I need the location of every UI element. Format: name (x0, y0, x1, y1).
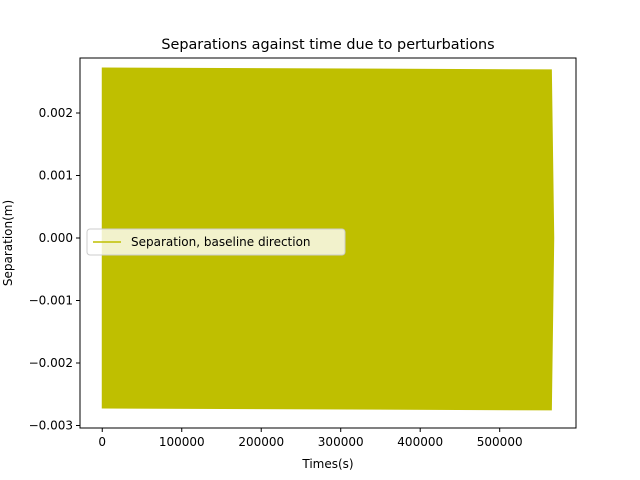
y-tick-label: −0.003 (29, 419, 73, 433)
x-tick-label: 0 (98, 435, 106, 449)
y-tick-label: 0.000 (39, 231, 73, 245)
y-tick-label: −0.001 (29, 294, 73, 308)
y-tick-label: −0.002 (29, 356, 73, 370)
x-tick-label: 500000 (477, 435, 523, 449)
x-tick-label: 300000 (318, 435, 364, 449)
y-tick-label: 0.001 (39, 169, 73, 183)
x-axis-label: Times(s) (301, 457, 353, 471)
legend-box (86, 228, 346, 256)
y-tick-label: 0.002 (39, 106, 73, 120)
x-tick-label: 100000 (159, 435, 205, 449)
x-axis-ticks: 0 100000 200000 300000 400000 500000 (98, 428, 523, 449)
x-tick-label: 400000 (397, 435, 443, 449)
y-axis-label: Separation(m) (1, 200, 15, 286)
y-axis-ticks: −0.003 −0.002 −0.001 0.000 0.001 0.002 (29, 106, 80, 433)
legend: Separation, baseline direction (86, 228, 346, 256)
chart-title: Separations against time due to perturba… (161, 37, 494, 53)
x-tick-label: 200000 (238, 435, 284, 449)
plot-frame (79, 57, 577, 429)
legend-label: Separation, baseline direction (131, 235, 311, 249)
